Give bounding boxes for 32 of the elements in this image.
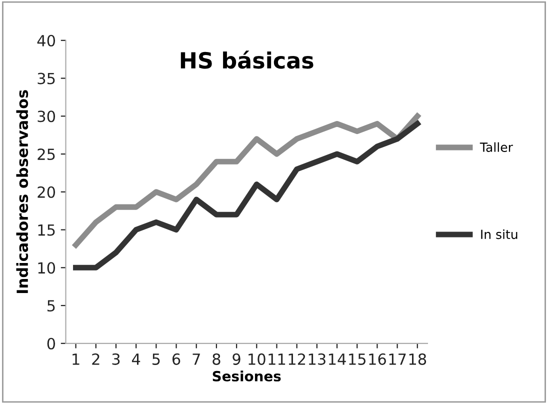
legend-label: In situ <box>481 229 518 240</box>
x-tick-label: 10 <box>248 353 266 365</box>
x-tick-label: 14 <box>328 354 346 365</box>
y-tick-label: 25 <box>38 148 55 160</box>
x-tick-label: 18 <box>409 353 426 365</box>
x-tick-label: 13 <box>308 353 326 365</box>
y-tick-label: 10 <box>38 262 56 274</box>
x-tick-label: 4 <box>132 354 140 365</box>
x-tick-label: 7 <box>192 354 200 365</box>
y-tick-label: 40 <box>37 34 56 46</box>
x-tick-label: 8 <box>212 353 220 365</box>
y-tick-label: 5 <box>47 300 55 312</box>
y-axis-title: Indicadores observados <box>16 90 28 294</box>
y-tick-label: 35 <box>38 72 55 84</box>
chart-title: HS básicas <box>180 50 314 69</box>
x-tick-label: 9 <box>232 353 240 365</box>
x-tick-label: 2 <box>92 353 100 365</box>
x-tick-label: 6 <box>172 353 180 365</box>
x-axis-title: Sesiones <box>212 370 281 382</box>
x-tick-label: 1 <box>72 354 80 365</box>
y-tick-label: 15 <box>38 224 55 236</box>
x-tick-label: 5 <box>152 354 160 365</box>
x-tick-label: 12 <box>288 353 306 365</box>
y-tick-label: 30 <box>38 110 56 122</box>
x-tick-label: 3 <box>112 353 120 365</box>
x-tick-label: 16 <box>369 353 386 365</box>
y-tick-label: 20 <box>38 186 56 198</box>
x-tick-label: 17 <box>389 354 406 365</box>
x-tick-label: 15 <box>349 354 366 365</box>
y-tick-label: 0 <box>47 338 56 350</box>
legend-label: Taller <box>480 142 513 152</box>
x-tick-label: 11 <box>268 354 286 365</box>
